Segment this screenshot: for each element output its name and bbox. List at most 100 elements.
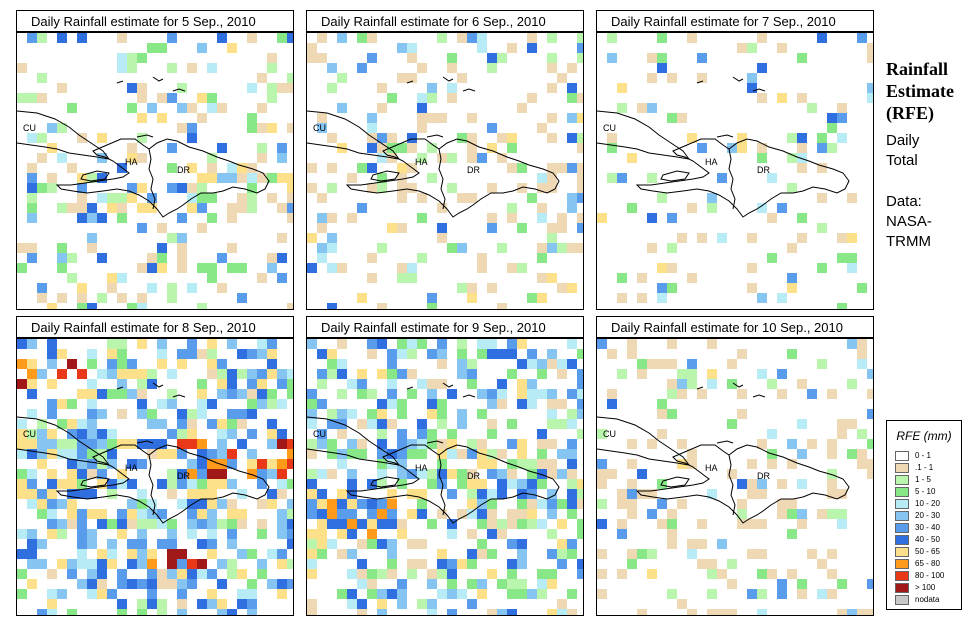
rainfall-cell — [117, 579, 127, 589]
rainfall-cell — [317, 193, 327, 203]
rainfall-cell — [547, 83, 557, 93]
rainfall-cell — [247, 399, 257, 409]
rainfall-cell — [107, 273, 117, 283]
rainfall-cell — [217, 479, 227, 489]
rainfall-cell — [477, 459, 487, 469]
rainfall-cell — [507, 163, 517, 173]
rainfall-cell — [677, 439, 687, 449]
rainfall-cell — [47, 569, 57, 579]
rainfall-cell — [577, 33, 583, 43]
rainfall-cell — [417, 449, 427, 459]
rainfall-cell — [567, 339, 577, 349]
rainfall-cell — [437, 559, 447, 569]
rainfall-cell — [287, 203, 293, 213]
rainfall-cell — [317, 223, 327, 233]
rainfall-cell — [277, 273, 287, 283]
rainfall-cell — [667, 539, 677, 549]
rainfall-cell — [157, 419, 167, 429]
rainfall-cell — [367, 113, 377, 123]
coastline — [152, 76, 164, 82]
rainfall-cell — [287, 459, 293, 469]
rainfall-cell — [437, 359, 447, 369]
rainfall-cell — [327, 233, 337, 243]
rainfall-cell — [637, 103, 647, 113]
rainfall-cell — [467, 293, 477, 303]
rainfall-cell — [27, 253, 37, 263]
rainfall-cell — [417, 509, 427, 519]
rainfall-cell — [727, 609, 737, 615]
rainfall-cell — [177, 429, 187, 439]
rainfall-cell — [37, 293, 47, 303]
rainfall-cell — [527, 389, 537, 399]
rainfall-cell — [647, 53, 657, 63]
rainfall-cell — [397, 579, 407, 589]
rainfall-cell — [357, 293, 367, 303]
rainfall-cell — [177, 469, 187, 479]
rainfall-cell — [137, 293, 147, 303]
rainfall-cell — [127, 143, 137, 153]
rainfall-cell — [187, 419, 197, 429]
rainfall-cell — [497, 529, 507, 539]
rainfall-cell — [267, 579, 277, 589]
rainfall-cell — [167, 233, 177, 243]
rainfall-cell — [747, 43, 757, 53]
rainfall-cell — [467, 469, 477, 479]
rainfall-cell — [307, 489, 317, 499]
country-label: CU — [313, 429, 326, 439]
rainfall-cell — [537, 273, 547, 283]
country-label: CU — [313, 123, 326, 133]
rainfall-cell — [637, 469, 647, 479]
rainfall-cell — [507, 263, 517, 273]
rainfall-cell — [557, 213, 567, 223]
rainfall-cell — [237, 349, 247, 359]
rainfall-cell — [447, 609, 457, 615]
rainfall-cell — [227, 203, 237, 213]
rainfall-cell — [497, 469, 507, 479]
rainfall-cell — [417, 193, 427, 203]
rainfall-cell — [507, 133, 517, 143]
rainfall-cell — [307, 449, 317, 459]
rainfall-cell — [57, 519, 67, 529]
rainfall-cell — [437, 203, 447, 213]
rainfall-cell — [117, 53, 127, 63]
rainfall-cell — [817, 133, 827, 143]
rainfall-cell — [657, 63, 667, 73]
rainfall-cell — [487, 223, 497, 233]
rainfall-cell — [367, 389, 377, 399]
rainfall-cell — [57, 439, 67, 449]
rainfall-cell — [257, 369, 267, 379]
rainfall-cell — [97, 579, 107, 589]
rainfall-cell — [197, 569, 207, 579]
rainfall-cell — [307, 599, 317, 609]
rainfall-cell — [197, 499, 207, 509]
rainfall-cell — [157, 263, 167, 273]
rainfall-cell — [247, 379, 257, 389]
rainfall-cell — [197, 379, 207, 389]
rainfall-cell — [857, 609, 867, 615]
rainfall-cell — [407, 559, 417, 569]
rainfall-cell — [47, 599, 57, 609]
rainfall-cell — [377, 303, 387, 309]
rainfall-cell — [407, 183, 417, 193]
rainfall-cell — [227, 509, 237, 519]
rainfall-cell — [227, 243, 237, 253]
rainfall-cell — [207, 173, 217, 183]
rainfall-cell — [787, 349, 797, 359]
rainfall-cell — [657, 33, 667, 43]
country-label: HA — [125, 157, 138, 167]
rainfall-cell — [307, 163, 317, 173]
rainfall-cell — [127, 509, 137, 519]
rainfall-cell — [807, 389, 817, 399]
rainfall-cell — [147, 253, 157, 263]
rainfall-cell — [197, 459, 207, 469]
rainfall-cell — [27, 213, 37, 223]
rainfall-cell — [127, 83, 137, 93]
rainfall-cell — [517, 379, 527, 389]
rainfall-cell — [727, 579, 737, 589]
rainfall-cell — [87, 213, 97, 223]
rainfall-cell — [517, 489, 527, 499]
rainfall-cell — [187, 63, 197, 73]
rainfall-cell — [307, 559, 317, 569]
